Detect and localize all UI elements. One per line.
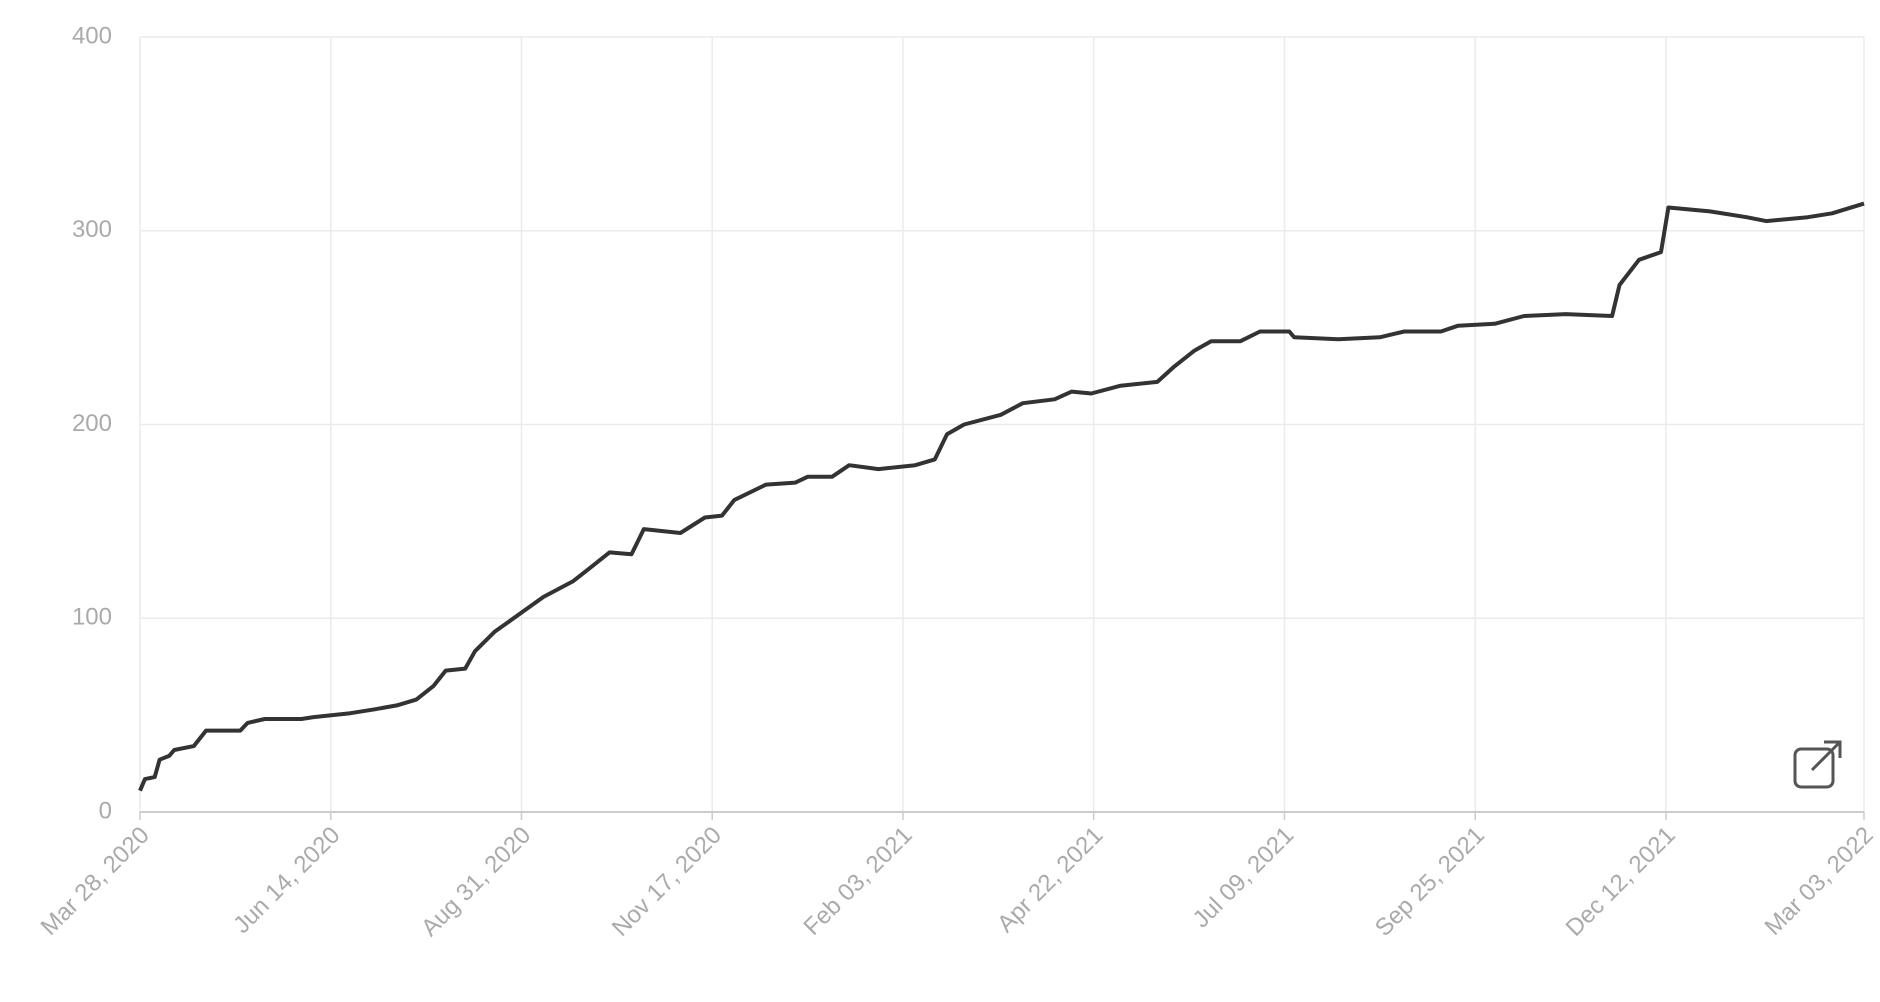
x-tick-label: Apr 22, 2021 xyxy=(992,822,1108,938)
y-tick-label: 100 xyxy=(72,604,112,631)
y-tick-label: 0 xyxy=(99,797,112,824)
x-tick-label: Sep 25, 2021 xyxy=(1370,822,1490,942)
data-line xyxy=(138,201,1865,792)
x-tick-label: Mar 03, 2022 xyxy=(1760,822,1879,941)
x-tick-label: Aug 31, 2020 xyxy=(416,822,536,942)
y-tick-label: 200 xyxy=(72,410,112,437)
x-tick-label: Nov 17, 2020 xyxy=(607,822,727,942)
x-tick-label: Dec 12, 2021 xyxy=(1561,822,1681,942)
y-tick-label: 300 xyxy=(72,216,112,243)
external-link-icon[interactable] xyxy=(1793,740,1842,789)
x-tick-label: Jul 09, 2021 xyxy=(1188,822,1300,934)
x-tick-label: Mar 28, 2020 xyxy=(36,822,155,941)
y-tick-label: 400 xyxy=(72,22,112,49)
x-tick-label: Feb 03, 2021 xyxy=(799,822,918,941)
x-tick-label: Jun 14, 2020 xyxy=(228,822,345,939)
